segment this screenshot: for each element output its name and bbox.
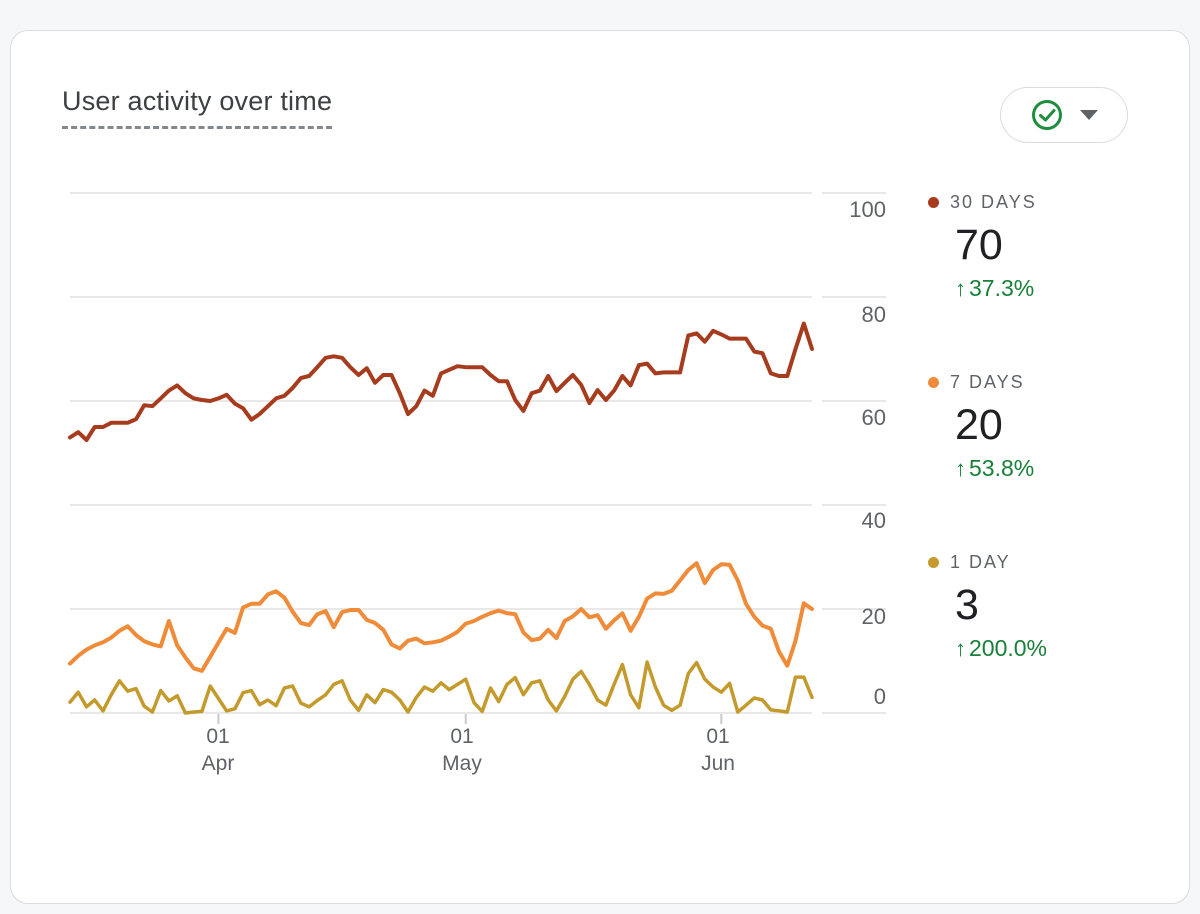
metric-value-7-days: 20: [955, 401, 1003, 449]
x-tick-day: 01: [450, 725, 474, 748]
x-axis-tick-apr: 01 Apr: [173, 723, 263, 777]
y-axis-tick-0: 0: [873, 684, 886, 709]
chart-title[interactable]: User activity over time: [62, 86, 333, 129]
chevron-down-icon: [1080, 110, 1098, 120]
metric-change-1-day: ↑ 200.0%: [955, 635, 1178, 662]
x-axis-tick-jun: 01 Jun: [673, 723, 763, 777]
x-tick-day: 01: [206, 725, 230, 748]
chart-plot-area[interactable]: [70, 193, 812, 713]
x-tick-day: 01: [706, 725, 730, 748]
change-percent: 37.3%: [969, 275, 1035, 301]
series-dot-30-days: [928, 197, 939, 208]
user-activity-card: [10, 30, 1190, 904]
data-quality-dropdown-button[interactable]: [1000, 87, 1128, 143]
x-tick-month: May: [442, 752, 482, 775]
x-tick-month: Jun: [701, 752, 735, 775]
series-dot-1-day: [928, 557, 939, 568]
change-percent: 53.8%: [969, 455, 1035, 481]
legend-item-7-days: 7 DAYS 20 ↑ 53.8%: [928, 372, 1178, 482]
metric-value-1-day: 3: [955, 581, 979, 629]
up-arrow-icon: ↑: [955, 456, 966, 481]
x-tick-month: Apr: [201, 752, 235, 775]
y-axis-tick-80: 80: [861, 302, 886, 327]
x-axis-tick-may: 01 May: [417, 723, 507, 777]
y-axis-tick-100: 100: [849, 197, 886, 222]
up-arrow-icon: ↑: [955, 276, 966, 301]
change-percent: 200.0%: [969, 635, 1048, 661]
metric-change-7-days: ↑ 53.8%: [955, 455, 1178, 482]
metric-change-30-days: ↑ 37.3%: [955, 275, 1178, 302]
check-circle-icon: [1030, 98, 1064, 132]
legend-label: 7 DAYS: [950, 372, 1025, 392]
y-axis-tick-20: 20: [861, 604, 886, 629]
y-axis-tick-40: 40: [861, 508, 886, 533]
series-dot-7-days: [928, 377, 939, 388]
y-axis-tick-60: 60: [861, 405, 886, 430]
metric-value-30-days: 70: [955, 221, 1003, 269]
legend-label: 30 DAYS: [950, 192, 1037, 212]
legend-item-1-day: 1 DAY 3 ↑ 200.0%: [928, 552, 1178, 662]
legend-label: 1 DAY: [950, 552, 1011, 572]
up-arrow-icon: ↑: [955, 636, 966, 661]
legend-item-30-days: 30 DAYS 70 ↑ 37.3%: [928, 192, 1178, 302]
